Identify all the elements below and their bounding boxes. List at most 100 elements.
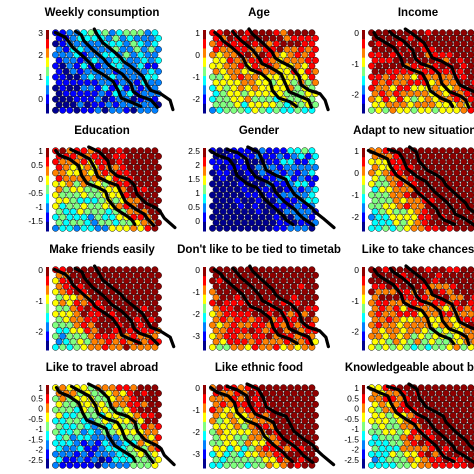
hex-cell: [237, 450, 245, 458]
hex-cell: [375, 332, 383, 340]
hex-cell: [219, 445, 227, 453]
hex-cell: [62, 338, 70, 346]
hex-cell: [262, 445, 270, 453]
hex-cell: [471, 316, 474, 323]
hex-cell: [55, 305, 63, 312]
hex-cell: [435, 282, 443, 290]
cluster-boundary: [231, 29, 313, 109]
hex-cell: [414, 219, 422, 227]
hex-cell: [216, 180, 224, 188]
hex-cell: [435, 45, 443, 53]
hex-cell: [216, 461, 224, 469]
hex-cell: [73, 299, 81, 307]
hex-cell: [226, 34, 234, 42]
hex-cell: [287, 277, 295, 285]
hex-cell: [258, 51, 266, 59]
hex-cell: [463, 186, 471, 193]
colorbar-segment: [46, 85, 49, 96]
hex-cell: [62, 282, 70, 290]
hex-cell: [396, 213, 404, 221]
hex-cell: [137, 158, 145, 166]
hex-cell: [375, 450, 383, 458]
colorbar-tick-label: -1: [35, 202, 43, 212]
hex-cell: [98, 90, 106, 98]
hex-cell: [91, 327, 99, 335]
cluster-boundary: [407, 382, 474, 452]
hex-cell: [435, 271, 443, 279]
colorbar-tick-label: -1: [192, 72, 200, 82]
hex-cell: [237, 461, 245, 469]
hex-cell: [403, 384, 411, 392]
hex-cell: [439, 288, 446, 296]
hex-cell: [471, 34, 474, 42]
hex-cell: [403, 147, 411, 155]
hex-cell: [212, 197, 220, 205]
hex-cell: [66, 224, 74, 232]
hex-cell: [460, 266, 468, 274]
hex-cell: [417, 384, 425, 392]
hex-cell: [101, 461, 109, 469]
cluster-boundaries: [213, 27, 330, 112]
hex-cell: [392, 56, 400, 64]
hex-cell: [467, 213, 474, 221]
hex-cell: [389, 299, 397, 307]
hex-cell: [294, 180, 302, 188]
hex-cell: [55, 163, 63, 171]
hex-cell: [73, 180, 81, 188]
hex-cell: [424, 450, 432, 458]
hex-cell: [151, 277, 159, 285]
hex-cell: [467, 277, 474, 285]
hex-cell: [69, 186, 77, 193]
hex-cell: [368, 202, 375, 210]
hex-cell: [244, 202, 252, 210]
hex-cell: [84, 219, 91, 227]
hex-cell: [59, 461, 67, 469]
hex-cell: [73, 213, 81, 221]
hex-cell: [304, 293, 312, 301]
hex-cell: [233, 68, 241, 75]
hex-cell: [283, 400, 291, 408]
hex-cell: [212, 219, 220, 227]
hex-cell: [251, 202, 259, 210]
hex-cell: [87, 428, 95, 436]
hex-cell: [456, 400, 464, 408]
hex-cell: [431, 450, 439, 458]
hex-cell: [248, 56, 256, 64]
colorbar-segment: [203, 94, 206, 105]
hex-cell: [94, 40, 102, 48]
hex-cell: [431, 310, 439, 318]
hex-cell: [91, 79, 99, 87]
hex-cell: [69, 163, 77, 171]
hex-cell: [241, 79, 248, 87]
hex-cell: [442, 305, 450, 312]
hex-cell: [112, 400, 120, 408]
hex-cell: [108, 343, 116, 351]
hex-cell: [276, 163, 284, 171]
hex-cell: [308, 450, 316, 458]
colorbar-segment: [362, 175, 365, 186]
hex-cell: [385, 68, 393, 75]
hex-cell: [262, 152, 270, 160]
hex-cell: [368, 310, 375, 318]
hex-cell: [400, 219, 407, 227]
hex-cell: [265, 29, 273, 37]
hex-cell: [308, 406, 316, 414]
hex-cell: [91, 90, 99, 98]
hex-cell: [463, 445, 471, 453]
hex-cell: [123, 106, 130, 114]
colorbar-tick-label: -1.5: [344, 434, 359, 444]
panel-10: Like to travel abroad10.50-0.5-1-1.5-2-2…: [28, 362, 176, 469]
hex-cell: [144, 224, 152, 232]
hex-cell: [108, 428, 116, 436]
hex-cell: [137, 266, 145, 274]
hex-grid: [52, 147, 162, 232]
hex-cell: [428, 152, 436, 160]
hex-cell: [212, 456, 220, 464]
hex-cell: [255, 445, 263, 453]
hex-cell: [417, 288, 425, 296]
colorbar-segment: [203, 322, 206, 333]
hex-cell: [414, 456, 422, 464]
hex-cell: [230, 106, 238, 114]
